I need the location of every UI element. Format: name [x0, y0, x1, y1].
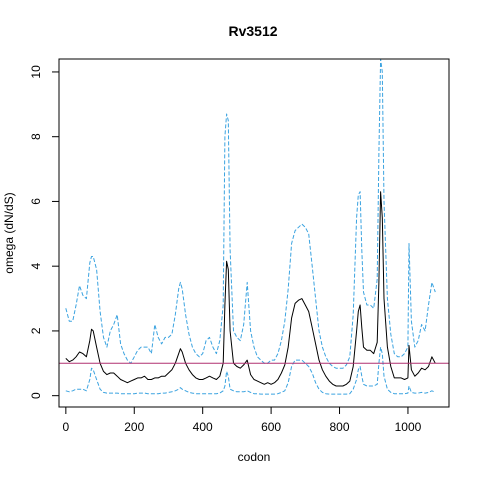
- y-axis-title: omega (dN/dS): [2, 192, 16, 273]
- x-tick-label: 600: [261, 420, 281, 434]
- y-axis: 0 2 4 6 8 10: [29, 65, 59, 399]
- y-tick-label: 10: [29, 65, 43, 79]
- x-axis-title: codon: [238, 450, 271, 464]
- series-lower-line: [65, 346, 436, 395]
- y-tick-label: 0: [29, 392, 43, 399]
- series-omega-line: [65, 191, 436, 387]
- plot-lines: [65, 58, 436, 395]
- x-tick-label: 400: [193, 420, 213, 434]
- y-tick-label: 8: [29, 133, 43, 140]
- x-tick-label: 0: [62, 420, 69, 434]
- chart-title: Rv3512: [228, 23, 277, 39]
- y-tick-label: 4: [29, 263, 43, 270]
- x-tick-label: 200: [124, 420, 144, 434]
- x-tick-label: 800: [330, 420, 350, 434]
- x-tick-label: 1000: [395, 420, 422, 434]
- plot-frame: [58, 58, 450, 408]
- y-tick-label: 2: [29, 327, 43, 334]
- x-axis: 0 200 400 600 800 1000: [62, 407, 422, 434]
- series-upper-line: [65, 58, 436, 369]
- y-tick-label: 6: [29, 198, 43, 205]
